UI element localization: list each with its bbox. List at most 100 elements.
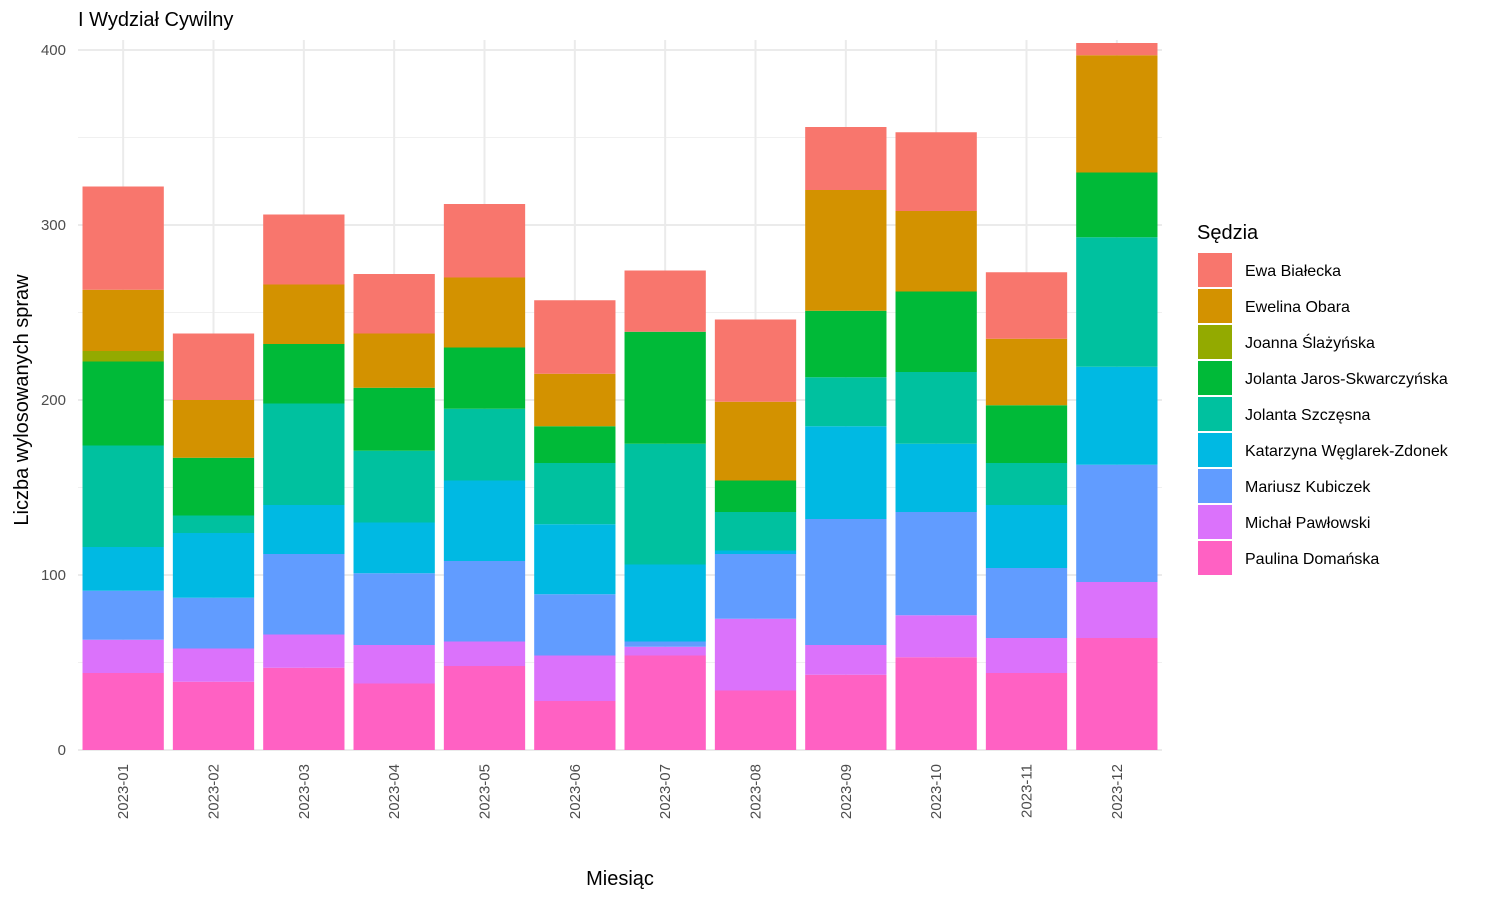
bar-segment (895, 211, 977, 292)
bar-segment (443, 561, 526, 642)
bar-segment (534, 463, 616, 525)
bar-segment (985, 568, 1068, 638)
bar-segment (443, 408, 526, 481)
legend-label: Ewa Białecka (1245, 263, 1341, 280)
y-axis-ticks: 0 100 200 300 400 (41, 42, 66, 759)
bar-segment (443, 347, 526, 409)
bar-segment (805, 190, 887, 311)
bar-segment (353, 274, 435, 334)
bar-segment (714, 550, 797, 554)
bar-segment (895, 132, 977, 211)
bar-segment (985, 638, 1068, 673)
bar-segment (1076, 638, 1158, 750)
chart-title: I Wydział Cywilny (78, 9, 233, 31)
bar-segment (353, 333, 435, 388)
bar-segment (82, 186, 164, 290)
bar-segment (263, 554, 345, 635)
bar-segment (172, 333, 255, 400)
bar-segment (263, 403, 345, 505)
bars (82, 43, 1158, 750)
x-tick-label: 2023-10 (928, 764, 945, 819)
bar-segment (624, 641, 706, 647)
x-tick-label: 2023-07 (657, 764, 674, 819)
y-tick-label: 0 (58, 742, 66, 759)
bar-segment (82, 547, 164, 591)
bar-segment (714, 480, 797, 512)
bar-segment (82, 361, 164, 446)
bar-segment (82, 445, 164, 547)
bar-segment (534, 524, 616, 595)
legend-label: Michał Pawłowski (1245, 515, 1370, 532)
bar-segment (624, 646, 706, 656)
bar-segment (443, 480, 526, 561)
bar-segment (82, 351, 164, 362)
bar-segment (443, 666, 526, 750)
bar-segment (353, 683, 435, 750)
bar-segment (1076, 55, 1158, 173)
bar-segment (534, 655, 616, 701)
bar-segment (805, 426, 887, 519)
legend-label: Joanna Ślażyńska (1245, 333, 1375, 352)
bar-segment (263, 634, 345, 668)
y-axis-title: Liczba wylosowanych spraw (11, 274, 33, 526)
x-tick-label: 2023-02 (206, 764, 223, 819)
legend-swatch (1198, 361, 1232, 395)
legend-title: Sędzia (1197, 222, 1259, 244)
legend-swatch (1198, 505, 1232, 539)
bar-segment (534, 373, 616, 427)
bar-segment (443, 204, 526, 278)
bar-segment (805, 310, 887, 378)
bar-segment (534, 426, 616, 463)
bar-segment (443, 277, 526, 348)
bar-segment (714, 690, 797, 750)
bar-segment (714, 319, 797, 402)
bar-segment (263, 214, 345, 285)
bar-segment (805, 519, 887, 645)
bar-segment (624, 270, 706, 332)
bar-segment (714, 512, 797, 551)
bar-segment (985, 463, 1068, 505)
x-tick-label: 2023-08 (748, 764, 765, 819)
bar-segment (895, 615, 977, 658)
bar-segment (443, 641, 526, 666)
x-tick-label: 2023-11 (1019, 764, 1036, 818)
y-tick-label: 100 (41, 567, 66, 584)
bar-segment (82, 673, 164, 750)
legend-label: Mariusz Kubiczek (1245, 479, 1371, 496)
bar-segment (985, 338, 1068, 406)
bar-segment (82, 590, 164, 640)
bar-segment (624, 655, 706, 750)
bar-segment (714, 401, 797, 481)
legend-label: Ewelina Obara (1245, 299, 1350, 316)
y-tick-label: 300 (41, 217, 66, 234)
bar-segment (805, 127, 887, 190)
bar-segment (172, 681, 255, 750)
bar-segment (353, 573, 435, 645)
bar-segment (534, 701, 616, 750)
x-axis-ticks: 2023-01 2023-02 2023-03 2023-04 2023-05 2023-… (115, 764, 1126, 819)
bar-segment (805, 377, 887, 427)
bar-segment (82, 289, 164, 351)
bar-segment (263, 505, 345, 554)
legend: Sędzia Ewa Białecka Ewelina Obara Joanna Ś… (1197, 222, 1449, 575)
bar-segment (1076, 464, 1158, 582)
x-tick-label: 2023-06 (567, 764, 584, 819)
bar-segment (985, 272, 1068, 339)
bar-segment (172, 597, 255, 649)
legend-label: Jolanta Jaros-Skwarczyńska (1245, 371, 1448, 388)
bar-segment (353, 450, 435, 523)
bar-segment (895, 657, 977, 750)
x-tick-label: 2023-04 (386, 764, 403, 819)
bar-segment (172, 648, 255, 682)
x-tick-label: 2023-03 (296, 764, 313, 819)
bar-segment (624, 443, 706, 565)
bar-segment (263, 667, 345, 750)
bar-segment (805, 674, 887, 750)
legend-label: Paulina Domańska (1245, 551, 1379, 568)
bar-segment (263, 284, 345, 344)
bar-segment (895, 512, 977, 616)
legend-swatch (1198, 433, 1232, 467)
bar-segment (1076, 366, 1158, 465)
legend-swatch (1198, 397, 1232, 431)
